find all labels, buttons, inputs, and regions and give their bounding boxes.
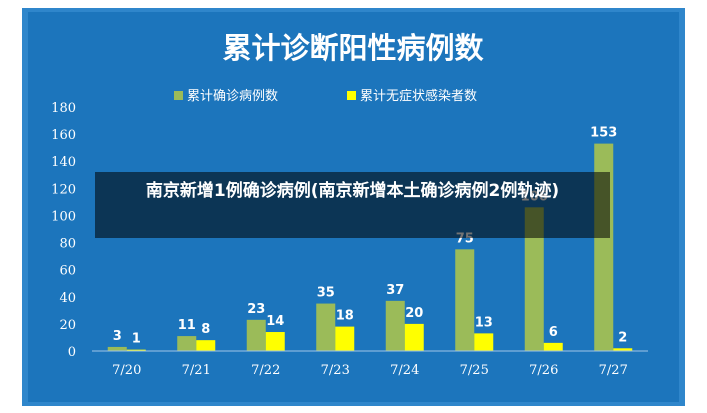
data-label-asymptomatic: 8 <box>201 322 210 337</box>
data-label-confirmed: 3 <box>113 329 122 344</box>
bar-confirmed <box>177 336 197 351</box>
y-tick-label: 20 <box>59 318 76 333</box>
y-tick-label: 60 <box>59 264 76 279</box>
y-tick-label: 160 <box>51 128 76 143</box>
data-label-asymptomatic: 2 <box>618 330 627 345</box>
x-tick-label: 7/20 <box>112 363 141 378</box>
data-label-asymptomatic: 18 <box>336 309 354 324</box>
data-label-asymptomatic: 14 <box>266 314 284 329</box>
y-axis: 0 20 40 60 80 100 120 140 160 180 <box>51 101 76 360</box>
legend: 累计确诊病例数 累计无症状感染者数 <box>174 88 477 104</box>
data-label-asymptomatic: 6 <box>549 325 558 340</box>
bar-confirmed <box>385 300 405 351</box>
legend-label-asymptomatic: 累计无症状感染者数 <box>360 88 477 104</box>
x-tick-label: 7/24 <box>390 363 419 378</box>
x-tick-label: 7/27 <box>599 363 628 378</box>
x-tick-label: 7/26 <box>529 363 558 378</box>
x-axis: 7/20 7/21 7/22 7/23 7/24 7/25 7/26 7/27 <box>112 363 628 378</box>
bar-asymptomatic <box>126 349 146 351</box>
bar-confirmed <box>316 303 336 351</box>
y-tick-label: 100 <box>51 209 76 224</box>
bar-asymptomatic <box>335 326 355 351</box>
bar-asymptomatic <box>613 348 633 351</box>
y-tick-label: 120 <box>51 182 76 197</box>
bar-asymptomatic <box>265 332 285 351</box>
bar-confirmed <box>246 319 266 351</box>
y-tick-label: 40 <box>59 291 76 306</box>
bar-confirmed <box>107 346 127 351</box>
y-tick-label: 140 <box>51 155 76 170</box>
bar-asymptomatic <box>196 340 216 351</box>
x-tick-label: 7/21 <box>182 363 211 378</box>
legend-label-confirmed: 累计确诊病例数 <box>187 89 278 104</box>
data-label-confirmed: 23 <box>247 302 265 317</box>
data-label-confirmed: 37 <box>386 283 404 298</box>
bar-asymptomatic <box>404 323 424 351</box>
data-label-confirmed: 153 <box>590 126 617 141</box>
data-label-confirmed: 11 <box>178 318 196 333</box>
bar-asymptomatic <box>543 342 563 351</box>
legend-swatch-asymptomatic <box>347 91 356 100</box>
data-label-asymptomatic: 13 <box>475 315 493 330</box>
data-label-asymptomatic: 1 <box>132 332 141 347</box>
y-tick-label: 180 <box>51 101 76 116</box>
bar-confirmed <box>524 207 544 351</box>
chart-title: 累计诊断阳性病例数 <box>222 31 484 65</box>
x-tick-label: 7/22 <box>251 363 280 378</box>
caption-banner: 南京新增1例确诊病例(南京新增本土确诊病例2例轨迹) <box>95 172 610 238</box>
x-tick-label: 7/25 <box>460 363 489 378</box>
bar-confirmed <box>455 249 475 351</box>
data-label-confirmed: 35 <box>317 286 335 301</box>
y-tick-label: 0 <box>68 345 76 360</box>
x-tick-label: 7/23 <box>321 363 350 378</box>
bar-asymptomatic <box>474 333 494 351</box>
legend-swatch-confirmed <box>174 91 183 100</box>
data-label-asymptomatic: 20 <box>405 306 423 321</box>
y-tick-label: 80 <box>59 237 76 252</box>
